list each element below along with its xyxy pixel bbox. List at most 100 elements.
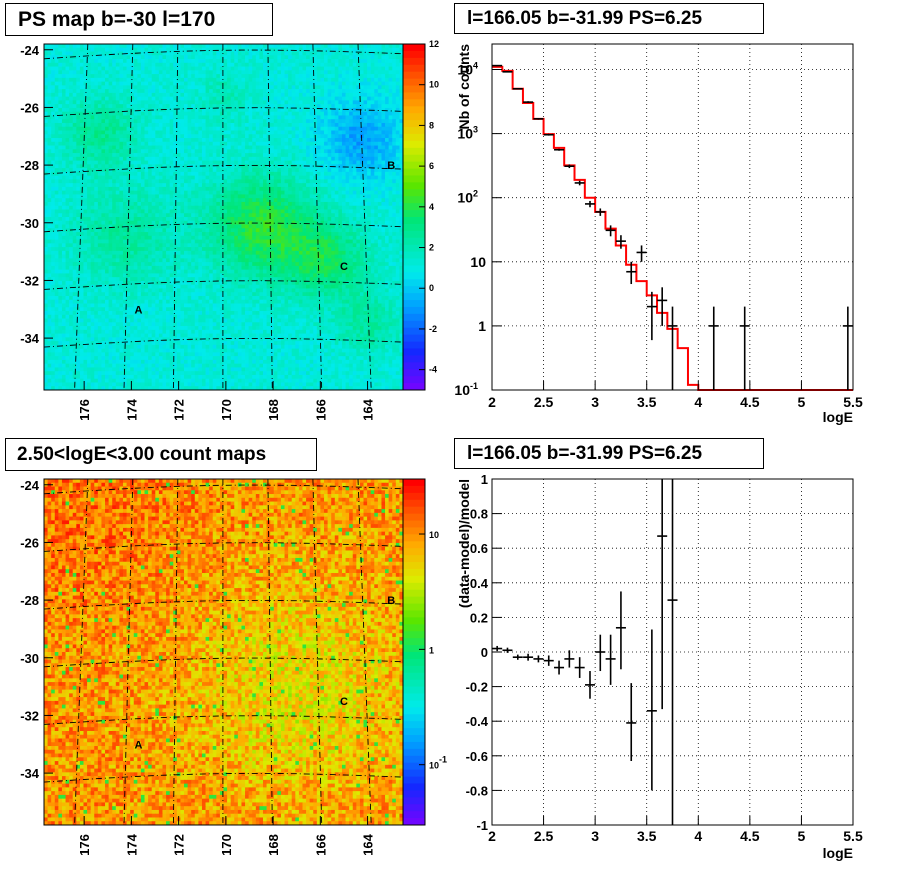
map-pixel — [212, 55, 217, 60]
map-pixel — [313, 171, 318, 177]
map-pixel — [126, 205, 131, 210]
map-pixel — [54, 130, 59, 135]
map-pixel — [144, 89, 149, 94]
map-pixel — [334, 164, 339, 169]
map-pixel — [148, 213, 153, 218]
map-pixel — [166, 104, 171, 109]
map-pixel — [187, 201, 192, 207]
map-pixel — [115, 186, 120, 192]
map-pixel — [385, 111, 390, 116]
map-pixel — [166, 134, 171, 139]
map-pixel — [119, 186, 124, 192]
map-pixel — [105, 126, 110, 131]
map-pixel — [122, 92, 127, 98]
map-pixel — [230, 186, 235, 192]
map-pixel — [331, 156, 336, 161]
map-pixel — [230, 81, 235, 86]
map-pixel — [377, 183, 382, 188]
map-pixel — [166, 209, 171, 214]
map-pixel — [291, 186, 296, 192]
map-pixel — [234, 153, 239, 158]
map-pixel — [105, 96, 110, 101]
map-pixel — [173, 107, 178, 113]
map-pixel — [356, 141, 361, 146]
map-pixel — [176, 77, 181, 83]
map-pixel — [334, 115, 339, 120]
map-pixel — [176, 62, 181, 67]
map-pixel — [241, 70, 246, 75]
map-pixel — [377, 217, 382, 222]
map-pixel — [191, 107, 196, 113]
map-pixel — [291, 89, 296, 94]
map-pixel — [288, 96, 293, 101]
map-pixel — [245, 160, 250, 165]
map-pixel — [252, 171, 257, 177]
map-pixel — [58, 115, 63, 120]
map-pixel — [345, 70, 350, 75]
map-pixel — [194, 220, 199, 225]
map-pixel — [334, 198, 339, 203]
map-pixel — [61, 126, 66, 131]
map-pixel — [65, 59, 70, 64]
map-pixel — [148, 77, 153, 83]
map-pixel — [144, 190, 149, 195]
map-pixel — [162, 186, 167, 192]
map-pixel — [298, 164, 303, 169]
map-pixel — [270, 66, 275, 71]
map-pixel — [277, 194, 282, 199]
map-pixel — [205, 77, 210, 83]
map-pixel — [359, 179, 364, 184]
map-pixel — [115, 168, 120, 173]
map-pixel — [245, 55, 250, 60]
map-pixel — [219, 190, 224, 195]
map-pixel — [284, 160, 289, 165]
map-pixel — [388, 171, 393, 177]
map-pixel — [69, 85, 74, 90]
map-pixel — [158, 179, 163, 184]
map-pixel — [356, 115, 361, 120]
map-pixel — [338, 205, 343, 210]
map-pixel — [334, 134, 339, 139]
map-pixel — [180, 220, 185, 225]
map-pixel — [137, 130, 142, 135]
map-pixel — [291, 220, 296, 225]
map-pixel — [219, 85, 224, 90]
map-pixel — [327, 119, 332, 124]
map-pixel — [388, 168, 393, 173]
map-pixel — [176, 168, 181, 173]
map-pixel — [87, 160, 92, 165]
map-pixel — [58, 85, 63, 90]
map-pixel — [363, 198, 368, 203]
map-pixel — [230, 213, 235, 218]
map-pixel — [133, 134, 138, 139]
map-pixel — [309, 104, 314, 109]
map-pixel — [252, 130, 257, 135]
map-pixel — [288, 205, 293, 210]
map-pixel — [83, 145, 88, 150]
map-pixel — [280, 164, 285, 169]
map-pixel — [201, 145, 206, 150]
map-pixel — [198, 186, 203, 192]
map-pixel — [54, 183, 59, 188]
map-pixel — [259, 44, 264, 49]
map-pixel — [119, 81, 124, 86]
map-pixel — [155, 55, 160, 60]
map-pixel — [280, 217, 285, 222]
map-pixel — [166, 85, 171, 90]
map-pixel — [237, 224, 242, 229]
map-pixel — [148, 44, 153, 49]
map-pixel — [324, 224, 329, 229]
map-pixel — [173, 115, 178, 120]
map-pixel — [316, 51, 321, 56]
map-pixel — [209, 198, 214, 203]
map-pixel — [223, 119, 228, 124]
map-pixel — [83, 115, 88, 120]
map-pixel — [108, 122, 113, 128]
map-pixel — [76, 44, 81, 49]
map-pixel — [69, 81, 74, 86]
map-pixel — [54, 77, 59, 83]
map-pixel — [280, 149, 285, 154]
map-pixel — [119, 66, 124, 71]
map-pixel — [381, 47, 386, 52]
map-pixel — [367, 47, 372, 52]
